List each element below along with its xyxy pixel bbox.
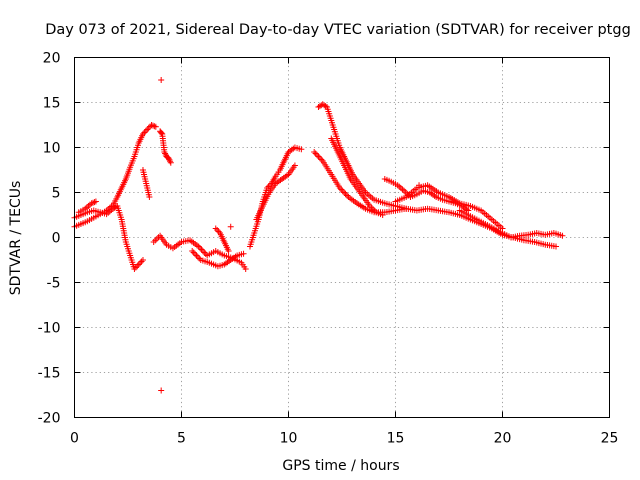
data-point — [240, 250, 247, 257]
axis-ticks: 0 5 10 15 20 25 -20 -15 -10 -5 0 5 10 15 20 — [38, 51, 619, 447]
data-point — [312, 150, 319, 157]
y-tick-label: -10 — [38, 321, 61, 337]
y-tick-label: -15 — [38, 366, 61, 382]
data-point — [416, 182, 423, 189]
chart-title: Day 073 of 2021, Sidereal Day-to-day VTE… — [45, 22, 631, 38]
data-point — [197, 245, 204, 251]
data-point — [338, 186, 345, 193]
data-point — [148, 122, 155, 128]
data-point — [134, 263, 141, 269]
data-point — [151, 123, 158, 130]
y-tick-label: 10 — [43, 141, 61, 157]
grid-lines — [74, 57, 610, 418]
data-point — [92, 198, 99, 205]
y-tick-label: -20 — [38, 411, 61, 427]
data-point — [343, 192, 350, 199]
x-tick-label: 0 — [70, 431, 79, 447]
data-point — [242, 266, 249, 272]
x-tick-label: 25 — [601, 431, 619, 447]
data-point — [192, 251, 199, 257]
y-tick-label: -5 — [47, 276, 61, 292]
data-point — [341, 189, 348, 196]
data-point — [193, 252, 200, 259]
data-point — [90, 199, 97, 206]
x-tick-label: 5 — [177, 431, 186, 447]
data-point — [315, 153, 322, 160]
data-point — [190, 249, 197, 256]
data-point — [158, 387, 165, 394]
data-point — [339, 188, 346, 194]
plot-frame — [74, 57, 610, 418]
data-point — [88, 200, 95, 207]
y-tick-label: 20 — [43, 51, 61, 67]
x-tick-label: 20 — [494, 431, 512, 447]
data-point — [322, 103, 329, 110]
data-point — [227, 223, 234, 230]
data-point — [298, 146, 305, 153]
data-point — [144, 126, 151, 133]
data-point — [158, 130, 165, 137]
x-axis-label: GPS time / hours — [282, 458, 399, 474]
data-point — [167, 159, 174, 166]
x-tick-label: 10 — [280, 431, 298, 447]
data-point — [146, 194, 153, 200]
data-point — [553, 243, 559, 250]
data-point — [559, 232, 566, 239]
data-point — [149, 122, 156, 129]
data-point — [212, 225, 219, 232]
x-tick-label: 15 — [387, 431, 405, 447]
data-point — [311, 149, 318, 155]
y-tick-label: 5 — [52, 186, 61, 202]
data-point — [199, 248, 206, 254]
y-tick-label: 0 — [52, 231, 61, 247]
data-point — [91, 199, 98, 206]
data-point — [314, 152, 321, 158]
data-point — [152, 123, 159, 130]
data-point — [225, 248, 232, 254]
data-point — [198, 246, 205, 253]
data-point — [291, 162, 298, 169]
data-point — [137, 260, 144, 266]
data-point — [342, 191, 349, 197]
data-point — [194, 254, 201, 260]
data-point — [189, 248, 196, 254]
data-point — [316, 155, 323, 161]
data-point — [318, 156, 325, 163]
data-point — [138, 258, 145, 265]
data-point — [139, 257, 146, 263]
y-axis-label: SDTVAR / TECUs — [8, 181, 24, 296]
data-points — [71, 77, 566, 394]
data-point — [379, 212, 386, 218]
y-tick-label: 15 — [43, 96, 61, 112]
data-point — [158, 77, 165, 83]
data-point — [214, 227, 221, 233]
data-point — [142, 128, 149, 134]
